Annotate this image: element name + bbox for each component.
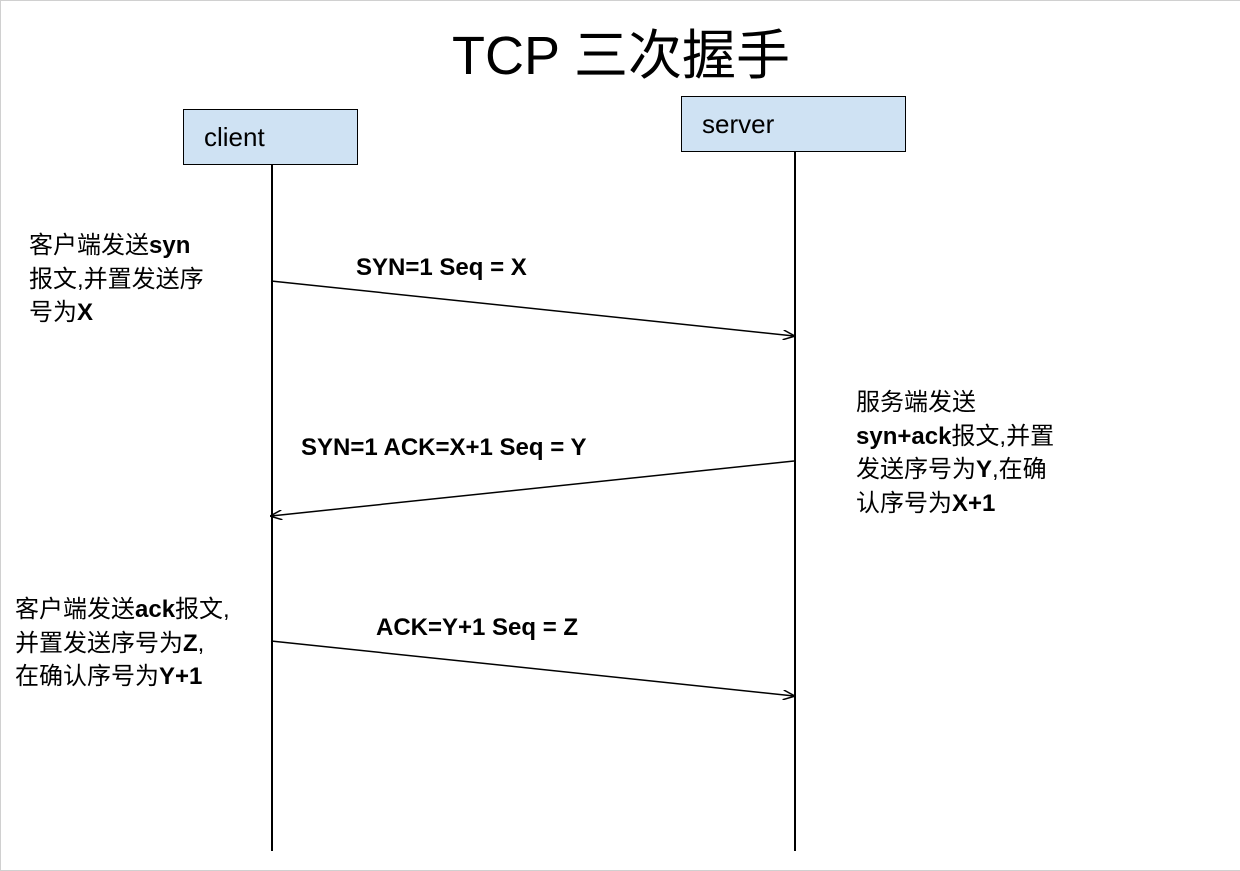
note-1: 客户端发送syn报文,并置发送序号为X bbox=[29, 229, 204, 330]
message-arrow-2 bbox=[271, 461, 794, 516]
message-label-3: ACK=Y+1 Seq = Z bbox=[376, 614, 578, 642]
message-label-2: SYN=1 ACK=X+1 Seq = Y bbox=[301, 434, 586, 462]
diagram-canvas: TCP 三次握手 client server SYN=1 Seq = XSYN=… bbox=[0, 0, 1240, 871]
note-2: 服务端发送syn+ack报文,并置发送序号为Y,在确认序号为X+1 bbox=[856, 386, 1054, 520]
message-arrows bbox=[1, 1, 1240, 870]
note-3: 客户端发送ack报文,并置发送序号为Z,在确认序号为Y+1 bbox=[15, 593, 230, 694]
message-label-1: SYN=1 Seq = X bbox=[356, 254, 527, 282]
message-arrow-1 bbox=[271, 281, 794, 336]
message-arrow-3 bbox=[271, 641, 794, 696]
